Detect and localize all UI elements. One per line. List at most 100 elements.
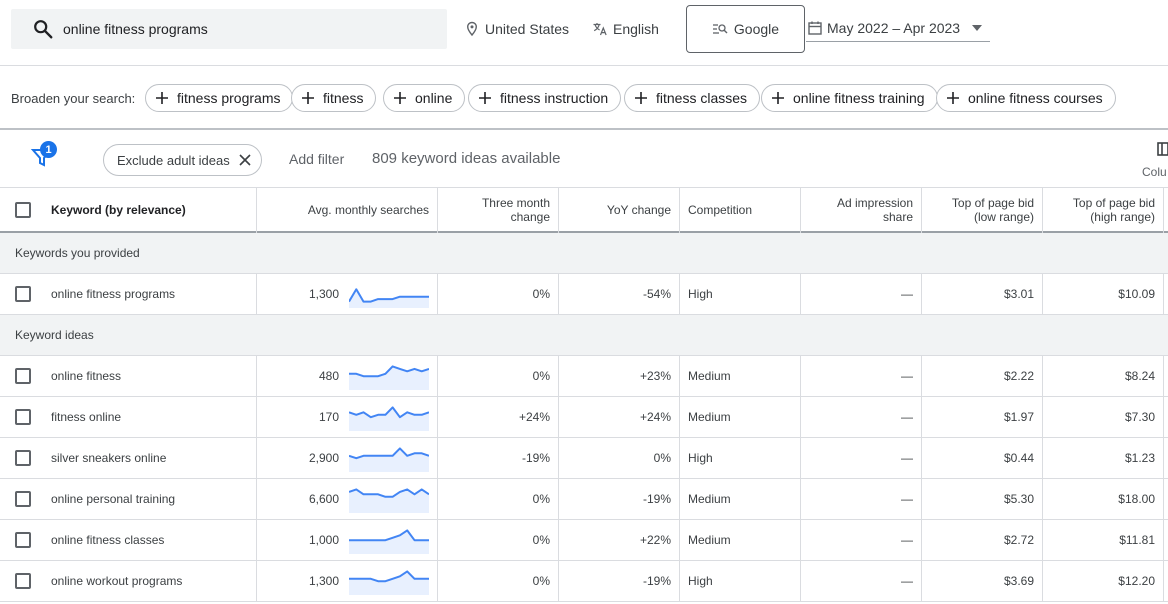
column-divider (1163, 561, 1164, 602)
column-divider (558, 561, 559, 602)
exclude-adult-ideas-chip[interactable]: Exclude adult ideas (103, 144, 262, 176)
column-divider (256, 187, 257, 233)
plus-icon (635, 92, 647, 104)
row-checkbox[interactable] (15, 450, 31, 466)
bid-low-cell: $2.22 (1003, 369, 1034, 383)
three-month-change-cell: 0% (532, 533, 550, 547)
bid-high-cell: $18.00 (1118, 492, 1155, 506)
column-divider (558, 187, 559, 233)
competition-column-header[interactable]: Competition (688, 203, 753, 217)
column-divider (1042, 479, 1043, 520)
sparkline-line (349, 447, 429, 460)
table-row[interactable]: online fitness programs 1,300 0% -54% — $3.01… (0, 274, 1168, 315)
trend-sparkline (349, 406, 429, 431)
column-divider (558, 356, 559, 397)
table-row[interactable]: fitness online 170 +24% +24% — $1.97 $7.30 Medi… (0, 397, 1168, 438)
exclude-chip-label: Exclude adult ideas (117, 152, 230, 168)
search-network-button[interactable]: Google (686, 5, 805, 53)
ad-impression-column-header[interactable]: Ad impression share (836, 196, 913, 224)
bid-high-column-header[interactable]: Top of page bid (high range) (1072, 196, 1155, 224)
broaden-chip[interactable]: fitness classes (624, 84, 761, 112)
column-divider (679, 187, 680, 233)
column-divider (256, 479, 257, 520)
column-divider (1042, 187, 1043, 233)
column-divider (800, 520, 801, 561)
column-divider (679, 274, 680, 315)
avg-searches-column-header[interactable]: Avg. monthly searches (307, 203, 429, 217)
column-divider (921, 274, 922, 315)
sparkline-area (349, 571, 429, 595)
column-divider (256, 397, 257, 438)
columns-button[interactable]: Colu (1142, 142, 1168, 182)
plus-icon (947, 92, 959, 104)
column-divider (1163, 520, 1164, 561)
column-divider (800, 438, 801, 479)
row-checkbox[interactable] (15, 573, 31, 589)
keyword-cell: online fitness (51, 369, 122, 383)
row-checkbox[interactable] (15, 409, 31, 425)
column-divider (437, 438, 438, 479)
language-selector[interactable]: English (592, 19, 659, 39)
filter-count-badge: 1 (40, 141, 57, 158)
column-divider (1163, 274, 1164, 315)
location-label: United States (485, 21, 570, 37)
chevron-down-icon (972, 25, 982, 31)
bid-low-column-header[interactable]: Top of page bid (low range) (951, 196, 1034, 224)
location-selector[interactable]: United States (464, 19, 569, 39)
column-divider (800, 356, 801, 397)
competition-cell: Medium (688, 533, 731, 547)
three-month-column-header[interactable]: Three month change (481, 196, 550, 224)
column-divider (1042, 561, 1043, 602)
column-divider (1163, 356, 1164, 397)
columns-icon (1157, 142, 1168, 156)
yoy-column-header[interactable]: YoY change (606, 203, 671, 217)
table-row[interactable]: online fitness 480 0% +23% — $2.22 $8.24 Medium (0, 356, 1168, 397)
keyword-search-box[interactable] (11, 9, 447, 49)
broaden-chip[interactable]: online (383, 84, 466, 112)
row-checkbox[interactable] (15, 491, 31, 507)
competition-cell: High (688, 451, 713, 465)
language-label: English (613, 21, 659, 37)
close-icon[interactable] (239, 154, 251, 166)
add-filter-button[interactable]: Add filter (289, 151, 345, 167)
translate-icon (593, 23, 607, 36)
sparkline-area (349, 366, 429, 390)
group-header-provided: Keywords you provided (0, 233, 1168, 274)
search-network-icon (712, 24, 728, 34)
row-checkbox[interactable] (15, 532, 31, 548)
broaden-search-bar: Broaden your search: fitness programs fi… (0, 66, 1168, 130)
table-row[interactable]: silver sneakers online 2,900 -19% 0% — $0.44 $… (0, 438, 1168, 479)
select-all-checkbox[interactable] (15, 202, 31, 218)
column-divider (1042, 520, 1043, 561)
avg-searches-cell: 1,300 (308, 287, 339, 301)
column-divider (1042, 356, 1043, 397)
row-checkbox[interactable] (15, 368, 31, 384)
three-month-change-cell: 0% (532, 369, 550, 383)
chip-label: online fitness training (793, 90, 925, 106)
column-divider (437, 520, 438, 561)
table-row[interactable]: online workout programs 1,300 0% -19% — $3.69… (0, 561, 1168, 602)
bid-low-cell: $1.97 (1003, 410, 1034, 424)
bid-high-cell: $7.30 (1124, 410, 1155, 424)
search-network-label: Google (733, 21, 780, 37)
ad-impression-share-cell: — (901, 574, 913, 588)
bid-low-cell: $2.72 (1003, 533, 1034, 547)
broaden-chip[interactable]: fitness (291, 84, 377, 112)
columns-label: Colu (1142, 165, 1167, 179)
table-row[interactable]: online personal training 6,600 0% -19% — $5.3… (0, 479, 1168, 520)
table-row[interactable]: online fitness classes 1,000 0% +22% — $2.72 $… (0, 520, 1168, 561)
search-input[interactable] (63, 21, 403, 37)
bid-high-cell: $12.20 (1118, 574, 1155, 588)
keyword-column-header[interactable]: Keyword (by relevance) (51, 203, 186, 217)
date-range-selector[interactable]: May 2022 – Apr 2023 (806, 14, 990, 42)
broaden-chip[interactable]: fitness instruction (468, 84, 622, 112)
row-checkbox[interactable] (15, 286, 31, 302)
broaden-chip[interactable]: fitness programs (145, 84, 294, 112)
plus-icon (394, 92, 406, 104)
bid-high-cell: $10.09 (1118, 287, 1155, 301)
chip-label: fitness classes (656, 90, 748, 106)
broaden-chip[interactable]: online fitness courses (936, 84, 1116, 112)
yoy-change-cell: +24% (639, 410, 671, 424)
competition-cell: High (688, 574, 713, 588)
broaden-chip[interactable]: online fitness training (761, 84, 938, 112)
